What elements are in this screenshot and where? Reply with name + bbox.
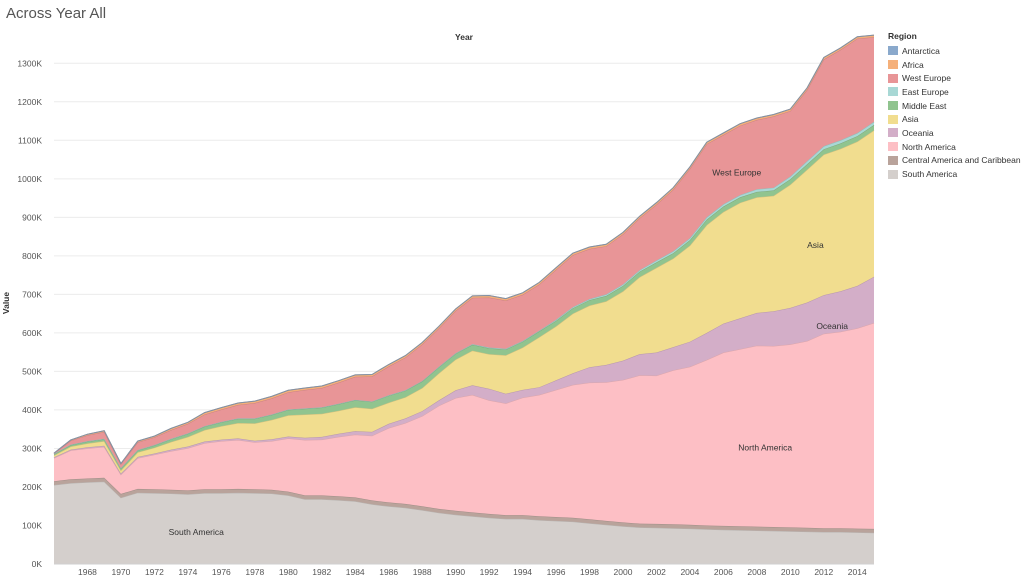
y-tick-label: 1200K [17, 97, 42, 107]
legend-item-oceania[interactable]: Oceania [888, 126, 1021, 140]
area-chart: 0K 100K 200K 300K 400K 500K 600K 700K 800K 900K 10… [1, 32, 875, 577]
x-tick-label: 2010 [781, 567, 800, 577]
legend-label: Central America and Caribbean [902, 155, 1021, 166]
x-tick-label: 2008 [747, 567, 766, 577]
y-tick-label: 1000K [17, 174, 42, 184]
legend-swatch [888, 128, 898, 138]
area-label-south-america: South America [169, 527, 225, 537]
legend-label: West Europe [902, 73, 951, 84]
legend-item-antarctica[interactable]: Antarctica [888, 44, 1021, 58]
legend-swatch [888, 114, 898, 124]
y-axis-label: Value [1, 292, 11, 314]
legend-label: Antarctica [902, 45, 940, 56]
y-tick-label: 300K [22, 443, 42, 453]
y-tick-label: 200K [22, 482, 42, 492]
y-tick-label: 400K [22, 405, 42, 415]
y-tick-label: 700K [22, 289, 42, 299]
legend-item-central-america-and-caribbean[interactable]: Central America and Caribbean [888, 154, 1021, 168]
legend-swatch [888, 73, 898, 83]
legend-swatch [888, 142, 898, 152]
y-tick-label: 1100K [18, 135, 42, 145]
legend-title: Region [888, 31, 917, 41]
legend-label: South America [902, 169, 958, 180]
x-tick-label: 1970 [111, 567, 130, 577]
legend-swatch [888, 60, 898, 70]
y-tick-label: 900K [22, 212, 42, 222]
page-title: Across Year All [6, 5, 107, 22]
legend-swatch [888, 87, 898, 97]
legend-item-africa[interactable]: Africa [888, 58, 1021, 72]
y-tick-label: 0K [32, 559, 43, 569]
x-tick-label: 1988 [413, 567, 432, 577]
area-central-america-and-caribbean [54, 477, 874, 533]
y-tick-label: 100K [22, 520, 42, 530]
legend-item-west-europe[interactable]: West Europe [888, 71, 1021, 85]
area-north-america [54, 322, 874, 529]
x-tick-label: 2002 [647, 567, 666, 577]
legend-swatch [888, 155, 898, 165]
x-tick-label: 2014 [848, 567, 867, 577]
legend-item-middle-east[interactable]: Middle East [888, 99, 1021, 113]
series-line-antarctica [53, 34, 875, 465]
x-tick-label: 2012 [814, 567, 833, 577]
y-tick-label: 1300K [17, 58, 42, 68]
legend-label: Asia [902, 114, 919, 125]
column-header: Year [455, 32, 474, 42]
area-south-america [54, 481, 874, 564]
x-tick-label: 2006 [714, 567, 733, 577]
legend-label: Oceania [902, 127, 934, 138]
x-tick-label: 2000 [614, 567, 633, 577]
area-label-oceania: Oceania [816, 321, 848, 331]
x-tick-label: 1992 [480, 567, 499, 577]
x-tick-label: 1990 [446, 567, 465, 577]
legend-item-asia[interactable]: Asia [888, 112, 1021, 126]
legend-item-south-america[interactable]: South America [888, 167, 1021, 181]
x-tick-label: 1972 [145, 567, 164, 577]
legend-label: North America [902, 141, 956, 152]
legend-item-east-europe[interactable]: East Europe [888, 85, 1021, 99]
x-tick-label: 1982 [312, 567, 331, 577]
legend-item-north-america[interactable]: North America [888, 140, 1021, 154]
area-label-west-europe: West Europe [712, 168, 761, 178]
legend-label: Middle East [902, 100, 947, 111]
legend[interactable]: Region Antarctica Africa West Europe East E… [888, 31, 1021, 181]
legend-swatch [888, 101, 898, 111]
area-label-north-america: North America [738, 442, 792, 452]
area-label-asia: Asia [807, 240, 824, 250]
y-tick-label: 600K [22, 328, 42, 338]
x-tick-label: 1968 [78, 567, 97, 577]
x-tick-label: 1980 [279, 567, 298, 577]
area-asia [54, 130, 874, 474]
y-tick-label: 500K [22, 366, 42, 376]
x-tick-label: 1974 [178, 567, 197, 577]
x-tick-label: 1978 [245, 567, 264, 577]
x-tick-label: 1976 [212, 567, 231, 577]
y-tick-label: 800K [22, 251, 42, 261]
legend-label: East Europe [902, 86, 949, 97]
legend-label: Africa [902, 59, 924, 70]
x-tick-label: 1986 [379, 567, 398, 577]
x-tick-label: 1994 [513, 567, 532, 577]
legend-swatch [888, 169, 898, 179]
x-tick-label: 1996 [547, 567, 566, 577]
x-tick-label: 1984 [346, 567, 365, 577]
legend-swatch [888, 46, 898, 56]
x-tick-label: 2004 [680, 567, 699, 577]
x-tick-label: 1998 [580, 567, 599, 577]
